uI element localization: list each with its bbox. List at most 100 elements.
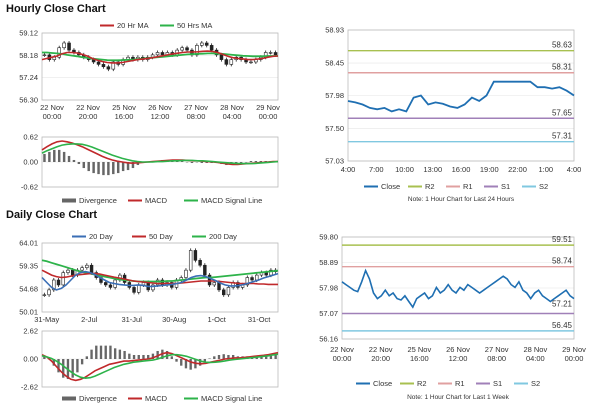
daily-price-candle-body bbox=[85, 264, 89, 268]
daily-macd-divergence-bar bbox=[71, 359, 74, 378]
hourly-xtick-time: 00:00 bbox=[259, 112, 278, 121]
daily-macd-divergence-bar bbox=[57, 359, 60, 373]
hourly-pivot-ytick-label: 57.98 bbox=[325, 91, 344, 100]
hourly-price-candle-body bbox=[160, 52, 165, 56]
daily-price-candle-body bbox=[151, 284, 155, 291]
hourly-legend-20hr-label: 20 Hr MA bbox=[117, 21, 149, 30]
daily-macd-divergence-bar bbox=[118, 349, 122, 359]
daily-macd-divergence-bar bbox=[265, 356, 268, 359]
daily-pivot-xtick-date: 27 Nov bbox=[485, 345, 509, 354]
daily-price-candle-body bbox=[193, 250, 198, 261]
daily-macd-divergence-bar bbox=[274, 354, 277, 359]
daily-price-ytick-label: 50.01 bbox=[19, 308, 38, 317]
daily-macd-divergence-bar bbox=[52, 359, 55, 366]
daily-pivot-xtick-time: 00:00 bbox=[333, 354, 352, 363]
hourly-level-r1-label: 58.31 bbox=[552, 63, 573, 72]
daily-macd-divergence-bar bbox=[269, 355, 273, 359]
daily-pivot-xtick-time: 12:00 bbox=[449, 354, 468, 363]
hourly-price-candle-body bbox=[67, 42, 71, 51]
hourly-pivot-xtick-label: 4:00 bbox=[341, 165, 356, 174]
hourly-macd-divergence-bar bbox=[92, 162, 95, 174]
daily-pivot-xtick-time: 00:00 bbox=[565, 354, 584, 363]
daily-pivot-ytick-label: 57.07 bbox=[319, 309, 338, 318]
daily-macd-divergence-bar bbox=[80, 359, 84, 365]
hourly-legend-divergence-swatch bbox=[62, 198, 76, 203]
hourly-price-ytick-label: 56.30 bbox=[19, 96, 38, 105]
daily-macd-divergence-bar bbox=[175, 359, 178, 362]
daily-macd-divergence-bar bbox=[231, 354, 235, 359]
daily-pivot-xtick-date: 29 Nov bbox=[562, 345, 586, 354]
hourly-price-candle-body bbox=[185, 47, 189, 51]
hourly-macd-divergence-bar bbox=[48, 151, 51, 162]
hourly-macd-divergence-bar bbox=[249, 160, 253, 162]
hourly-macd-divergence-bar bbox=[200, 162, 204, 164]
daily-macd-divergence-bar bbox=[170, 356, 173, 359]
hourly-macd-divergence-bar bbox=[57, 149, 61, 162]
hourly-pivot-ytick-label: 57.50 bbox=[325, 124, 344, 133]
daily-macd-ytick-label: 2.62 bbox=[23, 327, 38, 336]
hourly-ma20-line bbox=[41, 50, 279, 64]
hourly-macd-divergence-bar bbox=[180, 160, 184, 162]
hourly-xtick-time: 12:00 bbox=[151, 112, 170, 121]
daily-price-candle-body bbox=[89, 264, 94, 273]
daily-price-candle-body bbox=[226, 287, 231, 296]
hourly-pivot-note: Note: 1 Hour Chart for Last 24 Hours bbox=[408, 196, 515, 203]
hourly-price-candle-body bbox=[268, 52, 273, 54]
daily-price-candle-body bbox=[104, 282, 108, 286]
hourly-xtick-date: 29 Nov bbox=[256, 103, 280, 112]
daily-macd-divergence-bar bbox=[95, 345, 98, 359]
daily-price-candle-body bbox=[61, 272, 65, 286]
daily-pivot-xtick-date: 22 Nov bbox=[330, 345, 354, 354]
hourly-macd-divergence-bar bbox=[97, 162, 100, 175]
daily-pivot-legend-r2-label: R2 bbox=[417, 379, 427, 388]
hourly-price-ytick-label: 57.24 bbox=[19, 73, 38, 82]
daily-legend-200day-label: 200 Day bbox=[209, 232, 237, 241]
hourly-price-frame bbox=[41, 32, 279, 101]
hourly-price-candle-body bbox=[209, 45, 214, 51]
daily-legend-divergence-label: Divergence bbox=[79, 394, 117, 403]
hourly-price-candle-body bbox=[249, 61, 253, 64]
daily-macd-divergence-bar bbox=[104, 345, 107, 359]
hourly-macd-divergence-bar bbox=[82, 162, 86, 169]
daily-legend-divergence-swatch bbox=[62, 396, 76, 401]
daily-price-candle-body bbox=[255, 274, 259, 281]
daily-price-candle-body bbox=[212, 282, 216, 286]
hourly-price-candle-body bbox=[57, 47, 61, 58]
hourly-macd-divergence-bar bbox=[67, 155, 71, 162]
hourly-macd-divergence-bar bbox=[112, 162, 115, 175]
daily-price-candle-body bbox=[207, 274, 212, 286]
daily-macd-divergence-bar bbox=[99, 345, 103, 359]
hourly-price-candle-body bbox=[111, 61, 116, 70]
daily-macd-frame bbox=[41, 330, 279, 388]
daily-pivot-xtick-time: 16:00 bbox=[410, 354, 429, 363]
daily-ma200-line bbox=[41, 259, 279, 283]
hourly-macd-ytick-label: 0.00 bbox=[23, 158, 38, 167]
daily-price-ytick-label: 59.35 bbox=[19, 261, 38, 270]
daily-macd-divergence-bar bbox=[260, 356, 263, 359]
daily-macd-divergence-bar bbox=[227, 354, 230, 359]
hourly-macd-divergence-bar bbox=[87, 162, 90, 172]
daily-macd-ytick-label: -2.62 bbox=[21, 383, 38, 392]
daily-macd-signal-line bbox=[41, 353, 279, 380]
hourly-xtick-date: 22 Nov bbox=[76, 103, 100, 112]
hourly-price-candle-body bbox=[195, 45, 199, 56]
daily-pivot-xtick-time: 20:00 bbox=[371, 354, 390, 363]
daily-pivot-close-line bbox=[341, 268, 575, 309]
daily-macd-divergence-bar bbox=[222, 354, 225, 359]
daily-xtick-label: 31-Jul bbox=[121, 315, 142, 324]
hourly-price-candle-body bbox=[155, 52, 160, 56]
hourly-macd-divergence-bar bbox=[107, 162, 110, 176]
daily-macd-divergence-bar bbox=[137, 354, 140, 359]
daily-pivot-ytick-label: 58.89 bbox=[319, 258, 338, 267]
hourly-macd-ytick-label: -0.62 bbox=[21, 183, 38, 192]
daily-macd-divergence-bar bbox=[213, 356, 216, 359]
daily-macd-divergence-bar bbox=[217, 354, 221, 359]
hourly-xtick-time: 16:00 bbox=[115, 112, 134, 121]
daily-macd-divergence-bar bbox=[189, 359, 192, 370]
hourly-macd-divergence-bar bbox=[121, 162, 125, 172]
daily-price-candle-body bbox=[198, 259, 202, 266]
daily-xtick-label: 1-Oct bbox=[207, 315, 226, 324]
daily-macd-ytick-label: 0.00 bbox=[23, 355, 38, 364]
daily-price-candle-body bbox=[264, 272, 268, 276]
daily-price-candle-body bbox=[132, 287, 136, 293]
